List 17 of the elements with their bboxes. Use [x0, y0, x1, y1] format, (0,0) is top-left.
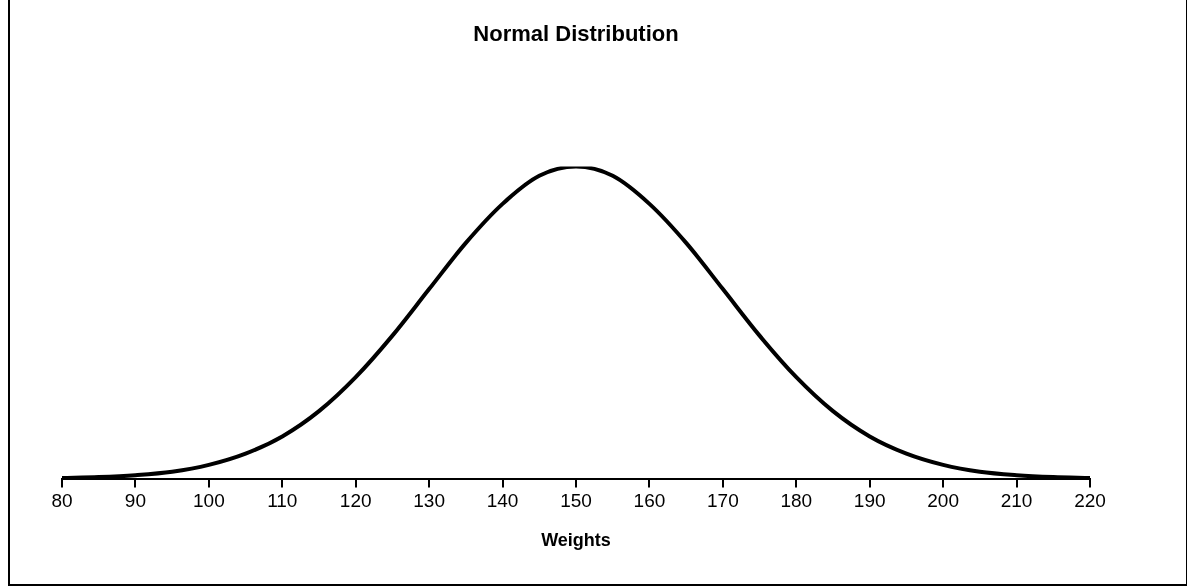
x-tick-label: 140 [486, 490, 519, 512]
x-tick-label: 160 [633, 490, 666, 512]
x-tick-label: 90 [124, 490, 146, 512]
x-tick-label: 80 [51, 490, 73, 512]
x-tick-label: 190 [853, 490, 886, 512]
x-tick-label: 170 [707, 490, 739, 512]
x-axis-title: Weights [541, 530, 611, 551]
x-tick-label: 210 [1000, 490, 1033, 512]
chart-title: Normal Distribution [473, 21, 679, 47]
x-tick-label: 180 [780, 490, 813, 512]
x-tick-label: 200 [927, 490, 959, 512]
x-tick-label: 110 [267, 490, 298, 512]
x-tick-label: 130 [413, 490, 445, 512]
x-tick-label: 150 [560, 490, 592, 512]
x-tick-label: 100 [193, 490, 225, 512]
x-tick-label: 220 [1074, 490, 1106, 512]
x-tick-label: 120 [339, 490, 372, 512]
